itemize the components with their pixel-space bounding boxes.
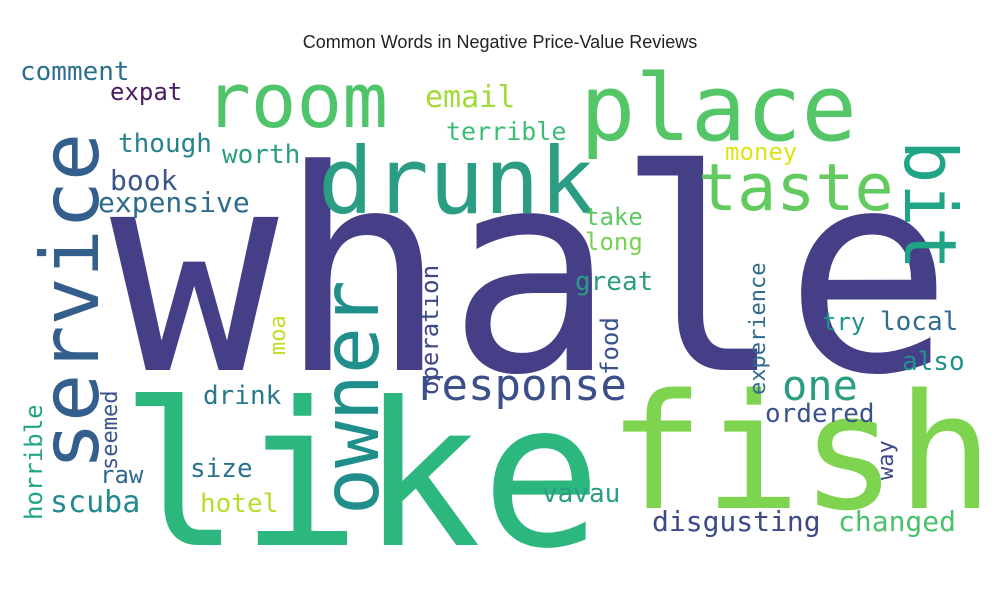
word-food: food xyxy=(596,317,624,375)
word-taste: taste xyxy=(698,151,894,226)
word-room: room xyxy=(205,56,388,145)
word-raw: raw xyxy=(100,461,144,489)
word-take: take xyxy=(585,203,643,231)
word-try: try xyxy=(822,308,865,336)
word-moa: moa xyxy=(266,315,291,355)
word-place: place xyxy=(580,55,857,162)
word-owner: owner xyxy=(307,280,397,515)
word-changed: changed xyxy=(838,505,956,538)
word-money: money xyxy=(725,138,797,166)
word-drunk: drunk xyxy=(318,128,595,235)
word-hotel: hotel xyxy=(200,489,278,519)
word-whale: whale xyxy=(110,111,953,437)
word-worth: worth xyxy=(222,140,300,170)
word-also: also xyxy=(902,347,965,377)
word-long: long xyxy=(585,228,643,256)
word-expat: expat xyxy=(110,78,182,106)
word-comment: comment xyxy=(20,57,130,87)
word-operation: operation xyxy=(416,265,444,395)
word-terrible: terrible xyxy=(446,117,566,146)
word-scuba: scuba xyxy=(50,485,140,520)
word-fish: fish xyxy=(608,359,993,546)
word-email: email xyxy=(425,80,515,115)
word-great: great xyxy=(575,267,653,297)
word-local: local xyxy=(880,307,958,337)
word-vavau: vavau xyxy=(542,479,620,509)
chart-title: Common Words in Negative Price-Value Rev… xyxy=(302,32,698,52)
word-seemed: seemed xyxy=(98,391,123,470)
word-experience: experience xyxy=(746,263,771,395)
word-service: service xyxy=(24,133,117,470)
word-book: book xyxy=(110,164,178,197)
word-way: way xyxy=(874,440,899,480)
word-drink: drink xyxy=(203,381,282,411)
word-like: like xyxy=(120,360,602,593)
word-expensive: expensive xyxy=(98,186,250,219)
word-though: though xyxy=(118,129,212,159)
word-size: size xyxy=(190,454,253,484)
word-response: response xyxy=(415,360,627,411)
word-ordered: ordered xyxy=(765,399,875,429)
word-bit: bit xyxy=(888,140,972,270)
word-horrible: horrible xyxy=(20,404,48,520)
word-one: one xyxy=(782,361,858,410)
word-disgusting: disgusting xyxy=(652,505,821,538)
